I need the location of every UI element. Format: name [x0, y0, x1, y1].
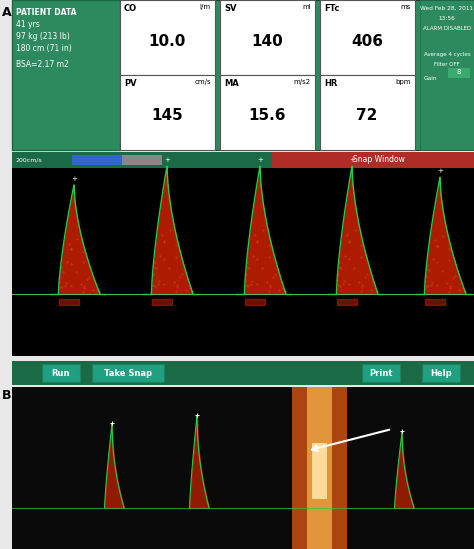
Bar — [320, 0, 415, 75]
Text: +: + — [257, 157, 263, 163]
Text: PATIENT DATA: PATIENT DATA — [16, 8, 76, 17]
Text: B: B — [2, 389, 11, 402]
Text: ALARM DISABLED: ALARM DISABLED — [423, 26, 471, 31]
Text: bpm: bpm — [395, 79, 411, 85]
Text: Gain: Gain — [424, 76, 438, 81]
Text: Filter OFF: Filter OFF — [434, 62, 460, 67]
Text: +: + — [71, 176, 77, 182]
Bar — [220, 0, 315, 75]
Text: Wed Feb 28, 2011: Wed Feb 28, 2011 — [420, 6, 474, 11]
Text: CO: CO — [124, 4, 137, 13]
Text: BSA=2.17 m2: BSA=2.17 m2 — [16, 60, 69, 69]
Text: 8: 8 — [457, 69, 461, 75]
Text: m/s2: m/s2 — [294, 79, 311, 85]
Text: 140: 140 — [251, 35, 283, 49]
Bar — [362, 364, 400, 382]
Text: 13:56: 13:56 — [438, 16, 456, 21]
Text: 41 yrs: 41 yrs — [16, 20, 40, 29]
Bar — [42, 364, 80, 382]
Bar — [72, 155, 162, 165]
Text: Run: Run — [52, 368, 70, 378]
Bar — [312, 443, 327, 499]
Text: 97 kg (213 lb): 97 kg (213 lb) — [16, 32, 70, 41]
Text: cm/s: cm/s — [194, 79, 211, 85]
Bar — [320, 75, 415, 150]
Text: SV: SV — [224, 4, 237, 13]
Bar — [420, 0, 474, 150]
Text: PV: PV — [124, 79, 137, 88]
Text: +: + — [349, 157, 355, 163]
Text: ms: ms — [401, 4, 411, 10]
Text: Average 4 cycles: Average 4 cycles — [424, 52, 470, 57]
Bar — [12, 0, 474, 150]
Text: 10.0: 10.0 — [148, 35, 186, 49]
Text: 72: 72 — [356, 108, 378, 122]
Bar — [12, 387, 474, 549]
Bar — [92, 364, 164, 382]
Bar — [272, 152, 474, 168]
Text: Help: Help — [430, 368, 452, 378]
Text: 15.6: 15.6 — [248, 108, 286, 122]
Bar — [307, 387, 332, 549]
Bar — [12, 0, 120, 150]
Text: +: + — [437, 169, 443, 175]
Text: MA: MA — [224, 79, 239, 88]
Text: HR: HR — [324, 79, 337, 88]
Bar — [120, 75, 215, 150]
Text: 406: 406 — [351, 35, 383, 49]
Bar — [448, 68, 470, 78]
Bar — [220, 75, 315, 150]
Text: Take Snap: Take Snap — [104, 368, 152, 378]
Bar — [72, 155, 122, 165]
Text: +: + — [164, 157, 170, 163]
Text: 180 cm (71 in): 180 cm (71 in) — [16, 44, 72, 53]
Bar — [12, 168, 474, 356]
Bar — [422, 364, 460, 382]
Text: ml: ml — [302, 4, 311, 10]
Bar — [12, 152, 474, 168]
Bar — [292, 387, 347, 549]
Text: A: A — [2, 6, 12, 19]
Text: 200cm/s: 200cm/s — [16, 158, 43, 163]
Bar — [12, 361, 474, 385]
Text: 145: 145 — [151, 108, 183, 122]
Text: FTc: FTc — [324, 4, 339, 13]
Text: Snap Window: Snap Window — [353, 155, 405, 165]
Bar — [120, 0, 215, 75]
Text: Print: Print — [369, 368, 393, 378]
Text: l/m: l/m — [200, 4, 211, 10]
